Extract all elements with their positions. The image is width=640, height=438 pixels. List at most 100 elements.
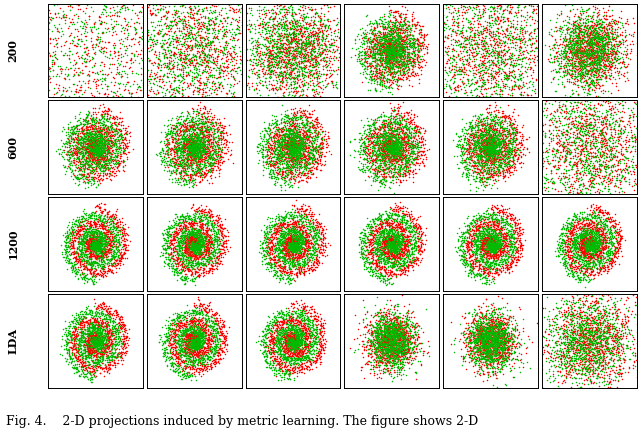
Point [193,316,204,323]
Point [621,69,632,76]
Point [89,335,99,342]
Point [500,165,510,172]
Point [184,119,194,126]
Point [380,45,390,52]
Point [199,135,209,142]
Point [534,36,544,43]
Point [392,339,403,346]
Point [467,357,477,364]
Point [86,227,96,234]
Point [580,154,591,161]
Point [591,46,602,53]
Point [294,361,305,368]
Point [292,130,302,137]
Point [240,29,250,36]
Point [458,131,468,138]
Point [367,332,378,339]
Point [472,235,482,242]
Point [189,25,199,32]
Point [276,248,286,255]
Point [293,341,303,348]
Point [321,82,331,89]
Point [359,35,369,42]
Point [378,143,388,150]
Point [290,242,300,249]
Point [94,240,104,247]
Point [269,249,279,256]
Point [388,69,399,76]
Point [374,27,384,34]
Point [485,329,495,336]
Point [601,72,611,79]
Point [406,233,417,240]
Point [169,164,179,171]
Point [289,158,300,165]
Point [628,187,639,194]
Point [589,323,600,330]
Point [185,224,195,231]
Point [413,221,423,228]
Point [582,29,593,36]
Point [198,53,209,60]
Point [138,187,148,194]
Point [487,338,497,345]
Point [284,338,294,345]
Point [483,147,493,154]
Point [567,166,577,173]
Point [209,126,220,133]
Point [486,67,496,74]
Point [381,332,391,339]
Point [371,246,381,253]
Point [68,334,78,341]
Point [503,254,513,261]
Point [26,21,36,28]
Point [397,266,408,273]
Point [616,150,627,157]
Point [501,241,511,248]
Point [488,88,499,95]
Point [575,332,585,339]
Point [73,341,83,348]
Point [109,113,119,120]
Point [614,218,624,225]
Point [182,330,192,337]
Point [509,35,520,42]
Point [493,235,504,242]
Point [465,219,476,226]
Point [322,251,332,258]
Point [83,349,93,356]
Point [367,73,377,80]
Point [581,203,591,210]
Point [278,331,289,338]
Point [360,334,370,341]
Point [213,241,223,248]
Point [303,170,313,177]
Point [94,152,104,159]
Point [275,345,285,352]
Point [401,312,412,319]
Point [294,134,304,141]
Point [582,53,592,60]
Point [88,230,99,237]
Point [410,23,420,30]
Point [591,179,601,186]
Point [188,137,198,144]
Point [104,244,115,251]
Point [459,163,469,170]
Point [111,346,122,353]
Point [286,334,296,341]
Point [577,51,588,58]
Point [504,169,515,176]
Point [486,349,496,356]
Point [494,218,504,225]
Point [403,316,413,323]
Point [186,151,196,158]
Point [182,128,193,135]
Point [205,125,215,132]
Point [106,130,116,137]
Point [307,340,317,347]
Point [294,222,304,229]
Point [602,336,612,343]
Point [196,217,206,224]
Point [575,66,585,73]
